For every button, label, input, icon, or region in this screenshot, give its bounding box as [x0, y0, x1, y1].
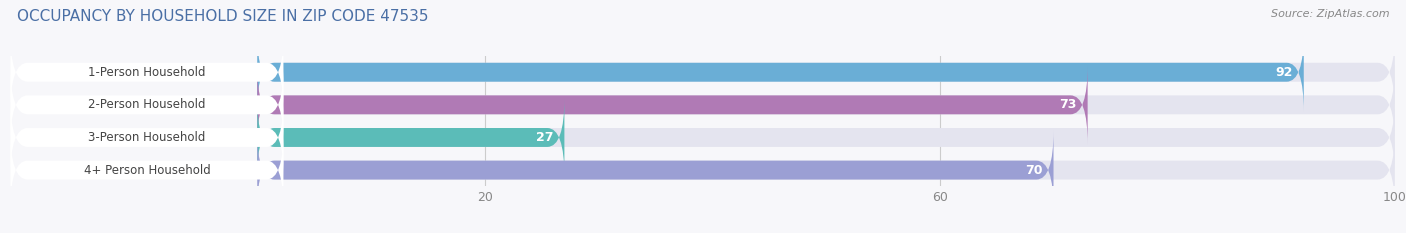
- FancyBboxPatch shape: [10, 98, 284, 177]
- FancyBboxPatch shape: [257, 33, 1303, 112]
- FancyBboxPatch shape: [257, 65, 1395, 144]
- FancyBboxPatch shape: [257, 65, 1088, 144]
- FancyBboxPatch shape: [257, 98, 564, 177]
- Text: 2-Person Household: 2-Person Household: [89, 98, 205, 111]
- Text: 92: 92: [1275, 66, 1292, 79]
- Text: 1-Person Household: 1-Person Household: [89, 66, 205, 79]
- FancyBboxPatch shape: [257, 33, 1395, 112]
- FancyBboxPatch shape: [257, 98, 1395, 177]
- Text: 27: 27: [536, 131, 553, 144]
- FancyBboxPatch shape: [10, 65, 284, 144]
- Text: OCCUPANCY BY HOUSEHOLD SIZE IN ZIP CODE 47535: OCCUPANCY BY HOUSEHOLD SIZE IN ZIP CODE …: [17, 9, 429, 24]
- FancyBboxPatch shape: [10, 131, 284, 209]
- Text: 4+ Person Household: 4+ Person Household: [83, 164, 211, 177]
- Text: 3-Person Household: 3-Person Household: [89, 131, 205, 144]
- FancyBboxPatch shape: [257, 131, 1053, 209]
- FancyBboxPatch shape: [257, 131, 1395, 209]
- Text: 70: 70: [1025, 164, 1042, 177]
- FancyBboxPatch shape: [10, 33, 284, 112]
- Text: 73: 73: [1059, 98, 1076, 111]
- Text: Source: ZipAtlas.com: Source: ZipAtlas.com: [1271, 9, 1389, 19]
